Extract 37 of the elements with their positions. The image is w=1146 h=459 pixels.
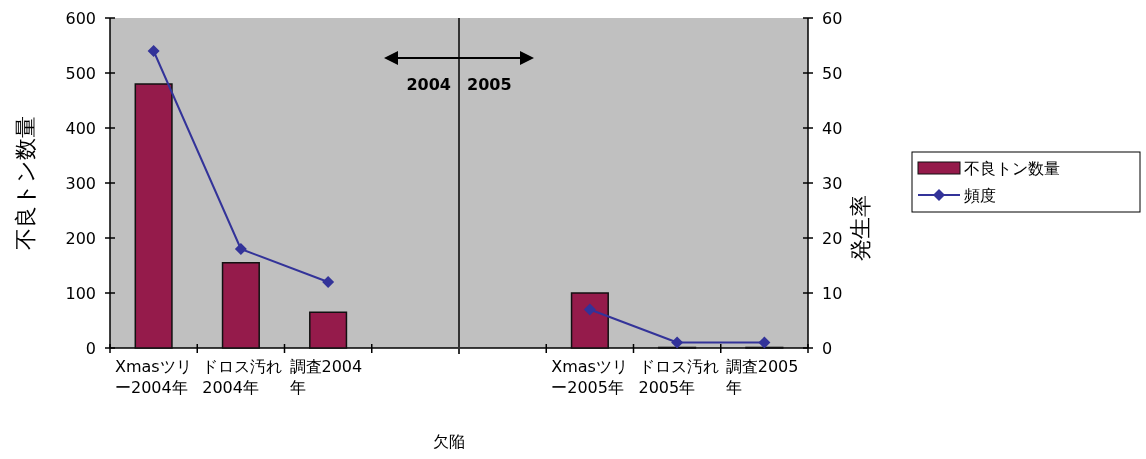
x-tick-label: ドロス汚れ2005年 xyxy=(638,357,719,397)
y-axis-title: 不良トン数量 xyxy=(13,116,38,250)
point xyxy=(671,336,684,349)
y-tick-label: 200 xyxy=(65,229,96,248)
y-tick-label: 100 xyxy=(65,284,96,303)
y2-axis-title: 発生率 xyxy=(848,195,873,261)
x-axis-title: 欠陥 xyxy=(433,432,465,451)
y2-tick-label: 0 xyxy=(822,339,833,358)
y-tick-label: 300 xyxy=(65,174,96,193)
legend-label: 不良トン数量 xyxy=(964,159,1060,178)
bar xyxy=(221,262,260,349)
y2-tick-label: 20 xyxy=(822,229,843,248)
bar xyxy=(570,292,609,349)
point xyxy=(234,243,247,255)
x-tick-label: 調査2005年 xyxy=(725,357,799,397)
y-tick-label: 400 xyxy=(65,119,96,138)
bar xyxy=(134,83,173,349)
y-tick-label: 500 xyxy=(65,64,96,83)
x-tick-label: Xmasツリー2005年 xyxy=(551,357,628,397)
y2-tick-label: 30 xyxy=(822,174,843,193)
bar xyxy=(309,311,348,349)
annotation: 2005 xyxy=(467,75,512,94)
y-tick-label: 0 xyxy=(85,339,96,358)
y2-tick-label: 60 xyxy=(822,9,843,28)
legend-label: 頻度 xyxy=(964,186,996,205)
point xyxy=(758,336,771,349)
point xyxy=(322,276,335,288)
x-tick-label: ドロス汚れ2004年 xyxy=(202,357,283,397)
y2-tick-label: 10 xyxy=(822,284,843,303)
x-tick-label: 調査2004年 xyxy=(289,357,363,397)
y2-tick-label: 40 xyxy=(822,119,843,138)
y-tick-label: 600 xyxy=(65,9,96,28)
point xyxy=(583,303,596,316)
point xyxy=(147,45,160,57)
x-tick-label: Xmasツリー2004年 xyxy=(115,357,192,397)
y2-tick-label: 50 xyxy=(822,64,843,83)
annotation: 2004 xyxy=(406,75,451,94)
